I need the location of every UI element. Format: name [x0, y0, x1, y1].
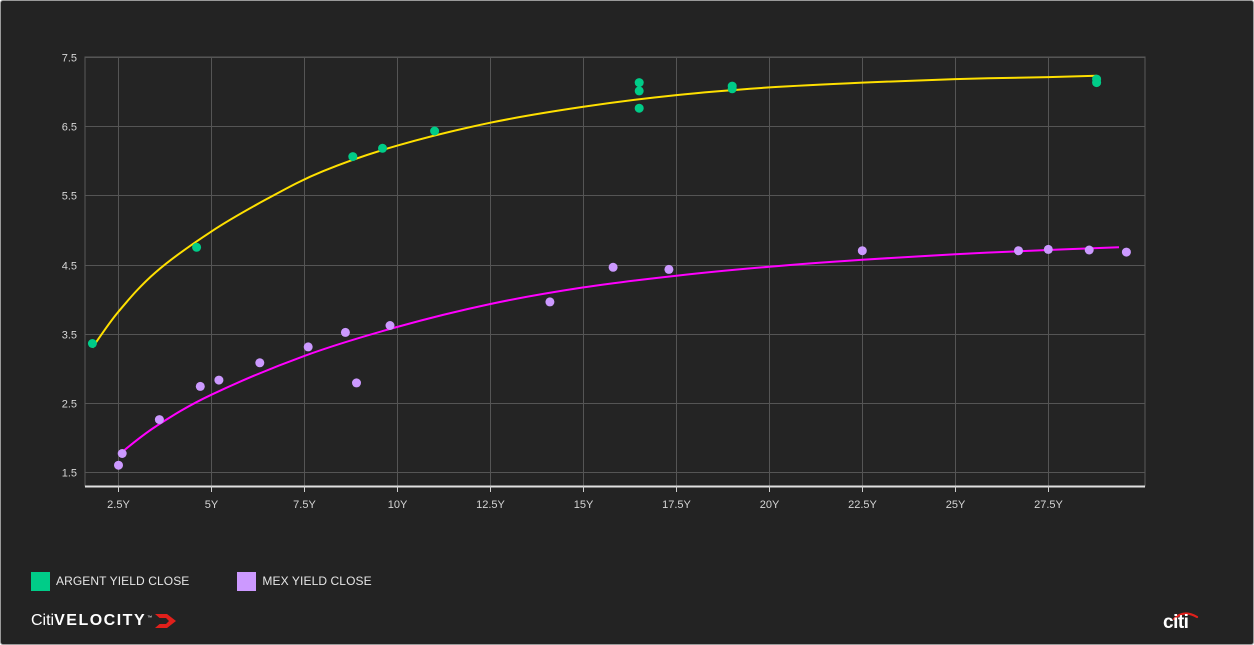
citi-arc-icon	[1172, 612, 1199, 621]
y-tick-label: 6.5	[62, 122, 77, 134]
legend: ARGENT YIELD CLOSE MEX YIELD CLOSE	[31, 570, 420, 592]
y-tick-label: 2.5	[62, 399, 77, 411]
x-tick-label: 20Y	[760, 499, 780, 511]
fit-line-argent	[91, 74, 1097, 349]
logo-prefix: Citi	[31, 612, 55, 629]
citi-wordmark: citi	[1163, 612, 1189, 633]
x-tick-label: 12.5Y	[476, 499, 505, 511]
logo-trademark: ™	[147, 615, 153, 621]
data-point-mex[interactable]	[385, 321, 395, 330]
legend-label-mex: MEX YIELD CLOSE	[262, 574, 372, 588]
citi-logo: citi	[1163, 609, 1203, 635]
data-point-mex[interactable]	[255, 358, 265, 368]
y-tick-label: 7.5	[62, 53, 77, 65]
data-point-argent[interactable]	[192, 242, 202, 252]
x-tick-label: 10Y	[388, 499, 408, 511]
y-tick-label: 4.5	[62, 261, 77, 273]
x-tick-label: 17.5Y	[662, 499, 691, 511]
data-point-argent[interactable]	[634, 78, 644, 88]
legend-label-argent: ARGENT YIELD CLOSE	[56, 574, 190, 588]
x-tick-label: 25Y	[946, 499, 966, 511]
data-point-mex[interactable]	[195, 381, 205, 391]
data-point-mex[interactable]	[608, 262, 618, 272]
data-point-argent[interactable]	[87, 339, 97, 348]
legend-item-mex[interactable]: MEX YIELD CLOSE	[237, 571, 372, 591]
data-point-mex[interactable]	[545, 297, 555, 307]
x-tick-label: 15Y	[574, 499, 594, 511]
data-point-mex[interactable]	[352, 378, 361, 388]
x-tick-label: 7.5Y	[293, 499, 316, 511]
data-point-mex[interactable]	[114, 460, 123, 470]
logo-velocity: VELOCITY	[54, 612, 147, 629]
y-tick-label: 5.5	[62, 191, 77, 203]
data-point-mex[interactable]	[303, 342, 313, 352]
fit-lines	[91, 74, 1120, 456]
data-point-argent[interactable]	[378, 143, 387, 153]
data-point-mex[interactable]	[340, 327, 350, 337]
data-point-mex[interactable]	[117, 449, 127, 458]
legend-swatch-argent	[31, 571, 50, 591]
x-tick-label: 2.5Y	[107, 499, 130, 511]
data-point-argent[interactable]	[634, 103, 644, 113]
x-tick-label: 27.5Y	[1034, 499, 1063, 511]
data-point-argent[interactable]	[1092, 78, 1102, 88]
data-point-mex[interactable]	[1014, 246, 1023, 256]
red-chevron-icon	[155, 614, 177, 628]
plot-area	[84, 56, 1146, 487]
data-point-mex[interactable]	[1084, 245, 1094, 255]
x-tick-label: 22.5Y	[848, 499, 877, 511]
fit-line-mex	[117, 246, 1120, 456]
data-point-argent[interactable]	[634, 86, 644, 96]
data-point-argent[interactable]	[430, 126, 440, 136]
grid-lines	[84, 56, 1146, 487]
y-axis-ticks: 1.5 2.5 3.5 4.5 5.5 6.5 7.5	[62, 53, 77, 480]
data-point-mex[interactable]	[1043, 244, 1053, 254]
data-point-mex[interactable]	[154, 415, 164, 425]
data-points	[87, 74, 1131, 470]
data-point-argent[interactable]	[348, 152, 358, 162]
data-point-mex[interactable]	[214, 375, 224, 385]
citi-velocity-logo: Citi VELOCITY ™	[31, 609, 179, 633]
legend-item-argent[interactable]: ARGENT YIELD CLOSE	[31, 571, 190, 591]
y-tick-label: 3.5	[62, 330, 77, 342]
y-tick-label: 1.5	[62, 468, 77, 480]
x-tick-label: 5Y	[205, 499, 219, 511]
legend-swatch-mex	[237, 571, 257, 591]
data-point-argent[interactable]	[727, 84, 737, 94]
data-point-mex[interactable]	[664, 264, 674, 274]
data-point-mex[interactable]	[1121, 247, 1131, 257]
x-axis-ticks: 2.5Y 5Y 7.5Y 10Y 12.5Y 15Y 17.5Y 20Y 22.5Y 25Y 27.…	[107, 486, 1064, 511]
data-point-mex[interactable]	[857, 246, 867, 256]
